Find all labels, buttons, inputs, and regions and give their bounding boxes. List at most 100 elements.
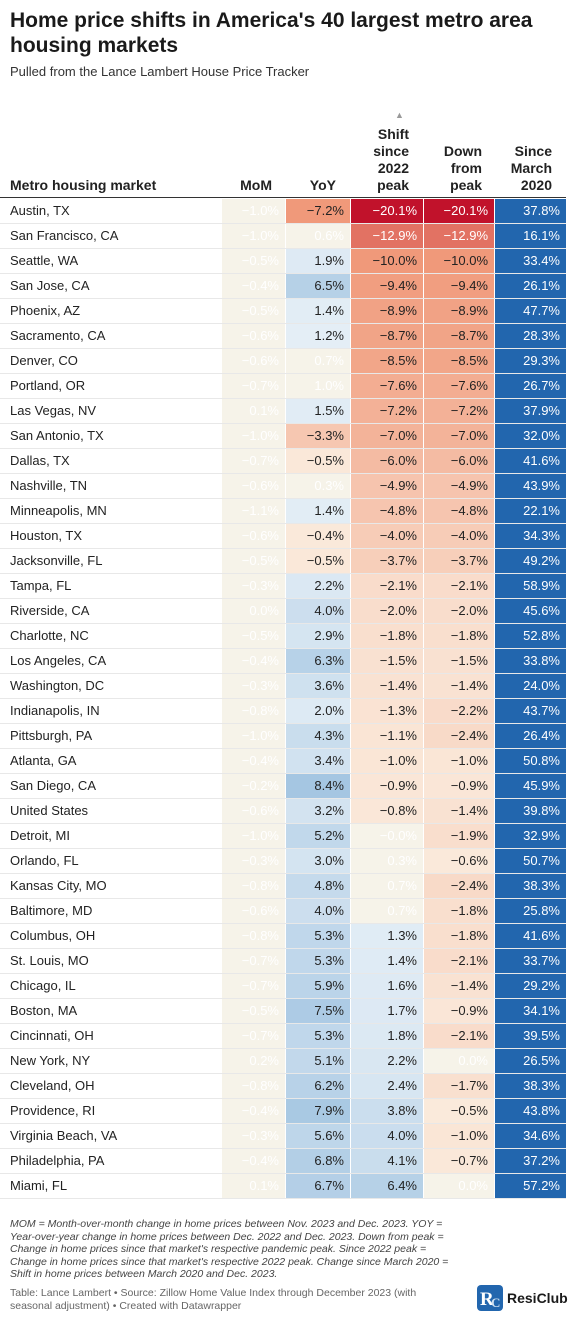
cell-shift: −8.7% xyxy=(351,324,423,348)
cell-down: −2.1% xyxy=(424,1024,494,1048)
cell-yoy: 6.8% xyxy=(286,1149,350,1173)
cell-mom: −1.0% xyxy=(222,824,285,848)
cell-mom: −0.6% xyxy=(222,474,285,498)
cell-shift: −4.8% xyxy=(351,499,423,523)
cell-yoy: 6.7% xyxy=(286,1174,350,1198)
cell-shift: −8.5% xyxy=(351,349,423,373)
cell-shift: −2.0% xyxy=(351,599,423,623)
cell-shift: −9.4% xyxy=(351,274,423,298)
cell-since: 34.1% xyxy=(495,999,566,1023)
cell-mom: −0.8% xyxy=(222,699,285,723)
cell-market: Indianapolis, IN xyxy=(10,703,100,718)
cell-yoy: 6.5% xyxy=(286,274,350,298)
cell-since: 58.9% xyxy=(495,574,566,598)
header-shift-since-2022-peak[interactable]: Shift since 2022 peak xyxy=(373,126,409,193)
table-row: Boston, MA −0.5% 7.5% 1.7% −0.9% 34.1% xyxy=(0,999,566,1024)
cell-market: Miami, FL xyxy=(10,1178,68,1193)
cell-since: 43.8% xyxy=(495,1099,566,1123)
cell-down: −1.0% xyxy=(424,749,494,773)
table-row: San Jose, CA −0.4% 6.5% −9.4% −9.4% 26.1% xyxy=(0,274,566,299)
cell-market: Cleveland, OH xyxy=(10,1078,95,1093)
cell-down: −0.9% xyxy=(424,774,494,798)
cell-mom: 0.2% xyxy=(222,1049,285,1073)
cell-down: −4.8% xyxy=(424,499,494,523)
header-market[interactable]: Metro housing market xyxy=(10,177,157,193)
cell-down: −2.0% xyxy=(424,599,494,623)
cell-down: −1.7% xyxy=(424,1074,494,1098)
cell-shift: 4.0% xyxy=(351,1124,423,1148)
cell-mom: −0.6% xyxy=(222,349,285,373)
table-row: Jacksonville, FL −0.5% −0.5% −3.7% −3.7% 49.2… xyxy=(0,549,566,574)
header-yoy[interactable]: YoY xyxy=(309,177,336,193)
cell-down: −1.8% xyxy=(424,899,494,923)
cell-market: San Francisco, CA xyxy=(10,228,119,243)
cell-yoy: 6.2% xyxy=(286,1074,350,1098)
cell-mom: −0.8% xyxy=(222,1074,285,1098)
cell-down: −2.4% xyxy=(424,874,494,898)
sort-ascending-icon: ▲ xyxy=(395,110,404,120)
table-row: Washington, DC −0.3% 3.6% −1.4% −1.4% 24.0% xyxy=(0,674,566,699)
cell-yoy: 5.6% xyxy=(286,1124,350,1148)
cell-mom: −0.4% xyxy=(222,1149,285,1173)
cell-yoy: 7.9% xyxy=(286,1099,350,1123)
svg-text:R: R xyxy=(480,1289,494,1310)
cell-since: 25.8% xyxy=(495,899,566,923)
table-row: Pittsburgh, PA −1.0% 4.3% −1.1% −2.4% 26.4% xyxy=(0,724,566,749)
cell-market: Columbus, OH xyxy=(10,928,96,943)
cell-down: −8.5% xyxy=(424,349,494,373)
footnote: MOM = Month-over-month change in home pr… xyxy=(10,1218,449,1280)
table-row: San Antonio, TX −1.0% −3.3% −7.0% −7.0% 32.0% xyxy=(0,424,566,449)
cell-mom: −1.0% xyxy=(222,199,285,223)
cell-shift: −1.8% xyxy=(351,624,423,648)
cell-yoy: −7.2% xyxy=(286,199,350,223)
table-row: Orlando, FL −0.3% 3.0% 0.3% −0.6% 50.7% xyxy=(0,849,566,874)
chart-subtitle: Pulled from the Lance Lambert House Pric… xyxy=(10,64,310,79)
cell-yoy: 5.3% xyxy=(286,949,350,973)
cell-market: St. Louis, MO xyxy=(10,953,89,968)
cell-down: −3.7% xyxy=(424,549,494,573)
cell-down: −1.8% xyxy=(424,624,494,648)
cell-down: −8.9% xyxy=(424,299,494,323)
cell-since: 45.9% xyxy=(495,774,566,798)
cell-mom: −0.5% xyxy=(222,999,285,1023)
cell-shift: −1.1% xyxy=(351,724,423,748)
cell-yoy: 2.9% xyxy=(286,624,350,648)
cell-down: −8.7% xyxy=(424,324,494,348)
cell-shift: −2.1% xyxy=(351,574,423,598)
cell-mom: 0.1% xyxy=(222,399,285,423)
cell-shift: −1.4% xyxy=(351,674,423,698)
cell-since: 47.7% xyxy=(495,299,566,323)
cell-market: Detroit, MI xyxy=(10,828,70,843)
cell-yoy: 3.2% xyxy=(286,799,350,823)
cell-market: Washington, DC xyxy=(10,678,105,693)
cell-yoy: 0.6% xyxy=(286,224,350,248)
cell-market: Jacksonville, FL xyxy=(10,553,103,568)
cell-market: Los Angeles, CA xyxy=(10,653,107,668)
cell-yoy: 4.3% xyxy=(286,724,350,748)
table-row: New York, NY 0.2% 5.1% 2.2% 0.0% 26.5% xyxy=(0,1049,566,1074)
cell-yoy: 1.5% xyxy=(286,399,350,423)
cell-yoy: 1.0% xyxy=(286,374,350,398)
table-row: Miami, FL 0.1% 6.7% 6.4% 0.0% 57.2% xyxy=(0,1174,566,1199)
cell-shift: −1.0% xyxy=(351,749,423,773)
cell-shift: −0.8% xyxy=(351,799,423,823)
cell-shift: −8.9% xyxy=(351,299,423,323)
cell-yoy: 3.4% xyxy=(286,749,350,773)
cell-mom: −0.4% xyxy=(222,749,285,773)
header-down-from-peak[interactable]: Down from peak xyxy=(443,143,482,193)
cell-market: Philadelphia, PA xyxy=(10,1153,105,1168)
header-since-march-2020[interactable]: Since March 2020 xyxy=(510,143,552,193)
cell-since: 38.3% xyxy=(495,874,566,898)
cell-shift: −0.0% xyxy=(351,824,423,848)
header-mom[interactable]: MoM xyxy=(240,177,272,193)
cell-market: Las Vegas, NV xyxy=(10,403,96,418)
cell-down: −7.6% xyxy=(424,374,494,398)
cell-down: 0.0% xyxy=(424,1174,494,1198)
cell-since: 39.5% xyxy=(495,1024,566,1048)
cell-down: −0.9% xyxy=(424,999,494,1023)
cell-yoy: −0.5% xyxy=(286,549,350,573)
table-row: Columbus, OH −0.8% 5.3% 1.3% −1.8% 41.6% xyxy=(0,924,566,949)
cell-yoy: 7.5% xyxy=(286,999,350,1023)
cell-mom: −0.8% xyxy=(222,874,285,898)
cell-since: 16.1% xyxy=(495,224,566,248)
